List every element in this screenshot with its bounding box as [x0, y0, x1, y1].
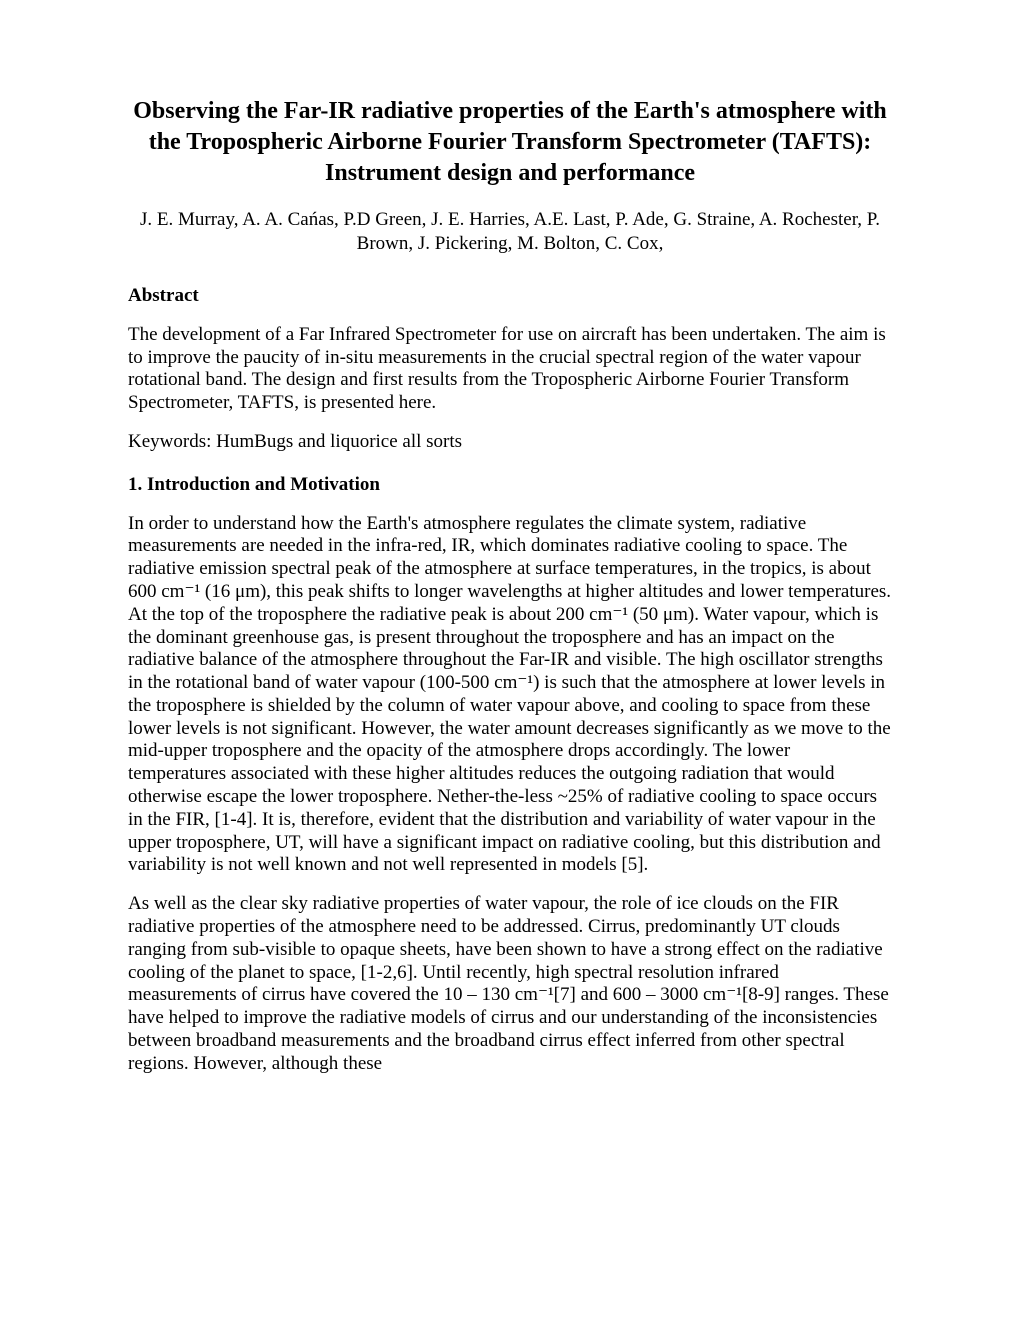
author-list: J. E. Murray, A. A. Cańas, P.D Green, J.… — [128, 208, 892, 257]
keywords-label: Keywords: — [128, 431, 216, 452]
abstract-heading: Abstract — [128, 285, 892, 308]
abstract-text: The development of a Far Infrared Spectr… — [128, 324, 892, 415]
section-1-heading: 1. Introduction and Motivation — [128, 474, 892, 497]
paper-title: Observing the Far-IR radiative propertie… — [128, 96, 892, 190]
section-1-paragraph-2: As well as the clear sky radiative prope… — [128, 893, 892, 1075]
keywords-line: Keywords: HumBugs and liquorice all sort… — [128, 431, 892, 454]
section-1-paragraph-1: In order to understand how the Earth's a… — [128, 513, 892, 878]
keywords-text: HumBugs and liquorice all sorts — [216, 431, 462, 452]
